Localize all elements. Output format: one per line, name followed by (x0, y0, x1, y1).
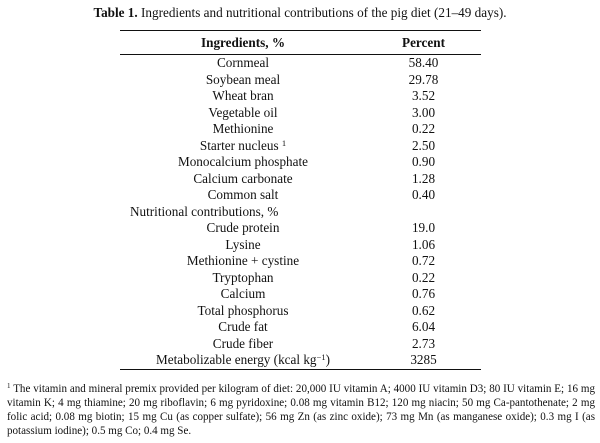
table-row: Cornmeal 58.40 (120, 55, 481, 72)
percent-value: 0.40 (411, 187, 436, 202)
percent-value: 0.90 (411, 154, 436, 169)
table-footnote: 1 The vitamin and mineral premix provide… (7, 382, 595, 438)
ingredient-label: Crude fat (218, 319, 268, 334)
percent-value: 0.22 (411, 121, 436, 136)
percent-value: 19.0 (411, 220, 436, 235)
ingredient-name: Calcium (120, 286, 366, 303)
footnote-marker: 1 (7, 382, 11, 390)
percent-value: 0.76 (411, 286, 436, 301)
percent-value: 0.72 (411, 253, 436, 268)
section-label: Nutritional contributions, % (120, 204, 366, 221)
ingredient-label: Starter nucleus (199, 137, 279, 153)
ingredient-label: Total phosphorus (197, 302, 289, 318)
percent-value (366, 204, 481, 221)
ingredient-name: Crude protein (120, 220, 366, 237)
ingredient-name: Vegetable oil (120, 105, 366, 122)
percent-value: 3.00 (411, 104, 436, 120)
ingredient-name: Monocalcium phosphate (120, 154, 366, 171)
table-caption: Table 1. Ingredients and nutritional con… (0, 5, 600, 21)
percent-value: 3.52 (411, 88, 436, 103)
ingredient-name: Soybean meal (120, 72, 366, 89)
ingredient-label: Soybean meal (205, 71, 281, 87)
percent-value: 1.28 (411, 170, 436, 186)
header-percent: Percent (366, 30, 481, 55)
ingredient-label: Nutritional contributions, % (130, 203, 279, 219)
table-row: Starter nucleus 1 2.50 (120, 138, 481, 155)
ingredient-label: Crude protein (206, 220, 280, 235)
footnote-text: The vitamin and mineral premix provided … (7, 383, 596, 437)
ingredient-label: Wheat bran (212, 88, 274, 103)
table-title: Ingredients and nutritional contribution… (141, 5, 507, 20)
percent-value: 2.73 (411, 335, 436, 351)
ingredient-label: Lysine (225, 236, 261, 252)
ingredient-label: Methionine + cystine (186, 253, 300, 268)
percent-value: 2.50 (411, 137, 436, 153)
ingredient-name: Lysine (120, 237, 366, 254)
percent-value: 0.62 (411, 302, 436, 318)
ingredient-name: Crude fat (120, 319, 366, 336)
table-row: Calcium 0.76 (120, 286, 481, 303)
table-row: Common salt 0.40 (120, 187, 481, 204)
table-label: Table 1. (93, 5, 138, 20)
table-row: Crude fat 6.04 (120, 319, 481, 336)
ingredient-label: Crude fiber (212, 335, 274, 351)
ingredient-name: Common salt (120, 187, 366, 204)
ingredient-name: Metabolizable energy (kcal kg−1) (120, 352, 366, 370)
ingredient-name: Cornmeal (120, 55, 366, 72)
ingredient-name: Starter nucleus 1 (120, 138, 366, 155)
superscript: 1 (281, 137, 287, 148)
ingredient-name: Crude fiber (120, 336, 366, 353)
percent-value: 29.78 (408, 71, 439, 87)
ingredient-name: Wheat bran (120, 88, 366, 105)
label-suffix: ) (325, 352, 330, 367)
header-ingredients: Ingredients, % (120, 30, 366, 55)
table-row: Total phosphorus 0.62 (120, 303, 481, 320)
ingredient-label: Tryptophan (212, 269, 274, 285)
table-row: Crude fiber 2.73 (120, 336, 481, 353)
table-row: Metabolizable energy (kcal kg−1) 3285 (120, 352, 481, 370)
table-row: Methionine 0.22 (120, 121, 481, 138)
table-row: Tryptophan 0.22 (120, 270, 481, 287)
table-body: Cornmeal 58.40 Soybean meal 29.78 Wheat bran… (120, 55, 481, 370)
ingredients-table: Ingredients, % Percent Cornmeal 58.40 Soyb… (120, 30, 481, 370)
percent-value: 6.04 (411, 319, 436, 334)
section-row: Nutritional contributions, % (120, 204, 481, 221)
table-row: Monocalcium phosphate 0.90 (120, 154, 481, 171)
table-header-row: Ingredients, % Percent (120, 30, 481, 55)
table-row: Lysine 1.06 (120, 237, 481, 254)
table-row: Crude protein 19.0 (120, 220, 481, 237)
ingredient-name: Methionine (120, 121, 366, 138)
ingredient-label: Calcium carbonate (193, 170, 293, 186)
ingredient-name: Total phosphorus (120, 303, 366, 320)
percent-value: 0.22 (411, 269, 436, 285)
percent-value: 3285 (366, 352, 481, 370)
percent-value: 58.40 (408, 55, 439, 70)
ingredient-label: Cornmeal (216, 55, 269, 70)
percent-value: 1.06 (411, 236, 436, 252)
ingredient-label: Calcium (220, 286, 266, 301)
ingredient-label: Common salt (207, 187, 279, 202)
superscript: −1 (316, 352, 326, 362)
table-row: Calcium carbonate 1.28 (120, 171, 481, 188)
ingredient-name: Methionine + cystine (120, 253, 366, 270)
ingredient-name: Calcium carbonate (120, 171, 366, 188)
ingredient-label: Methionine (212, 121, 274, 136)
ingredient-name: Tryptophan (120, 270, 366, 287)
ingredient-label: Vegetable oil (208, 104, 278, 120)
table-row: Vegetable oil 3.00 (120, 105, 481, 122)
table-row: Wheat bran 3.52 (120, 88, 481, 105)
ingredient-label: Monocalcium phosphate (177, 154, 308, 169)
ingredient-label: Metabolizable energy (kcal kg (156, 352, 317, 367)
table-row: Soybean meal 29.78 (120, 72, 481, 89)
table-row: Methionine + cystine 0.72 (120, 253, 481, 270)
